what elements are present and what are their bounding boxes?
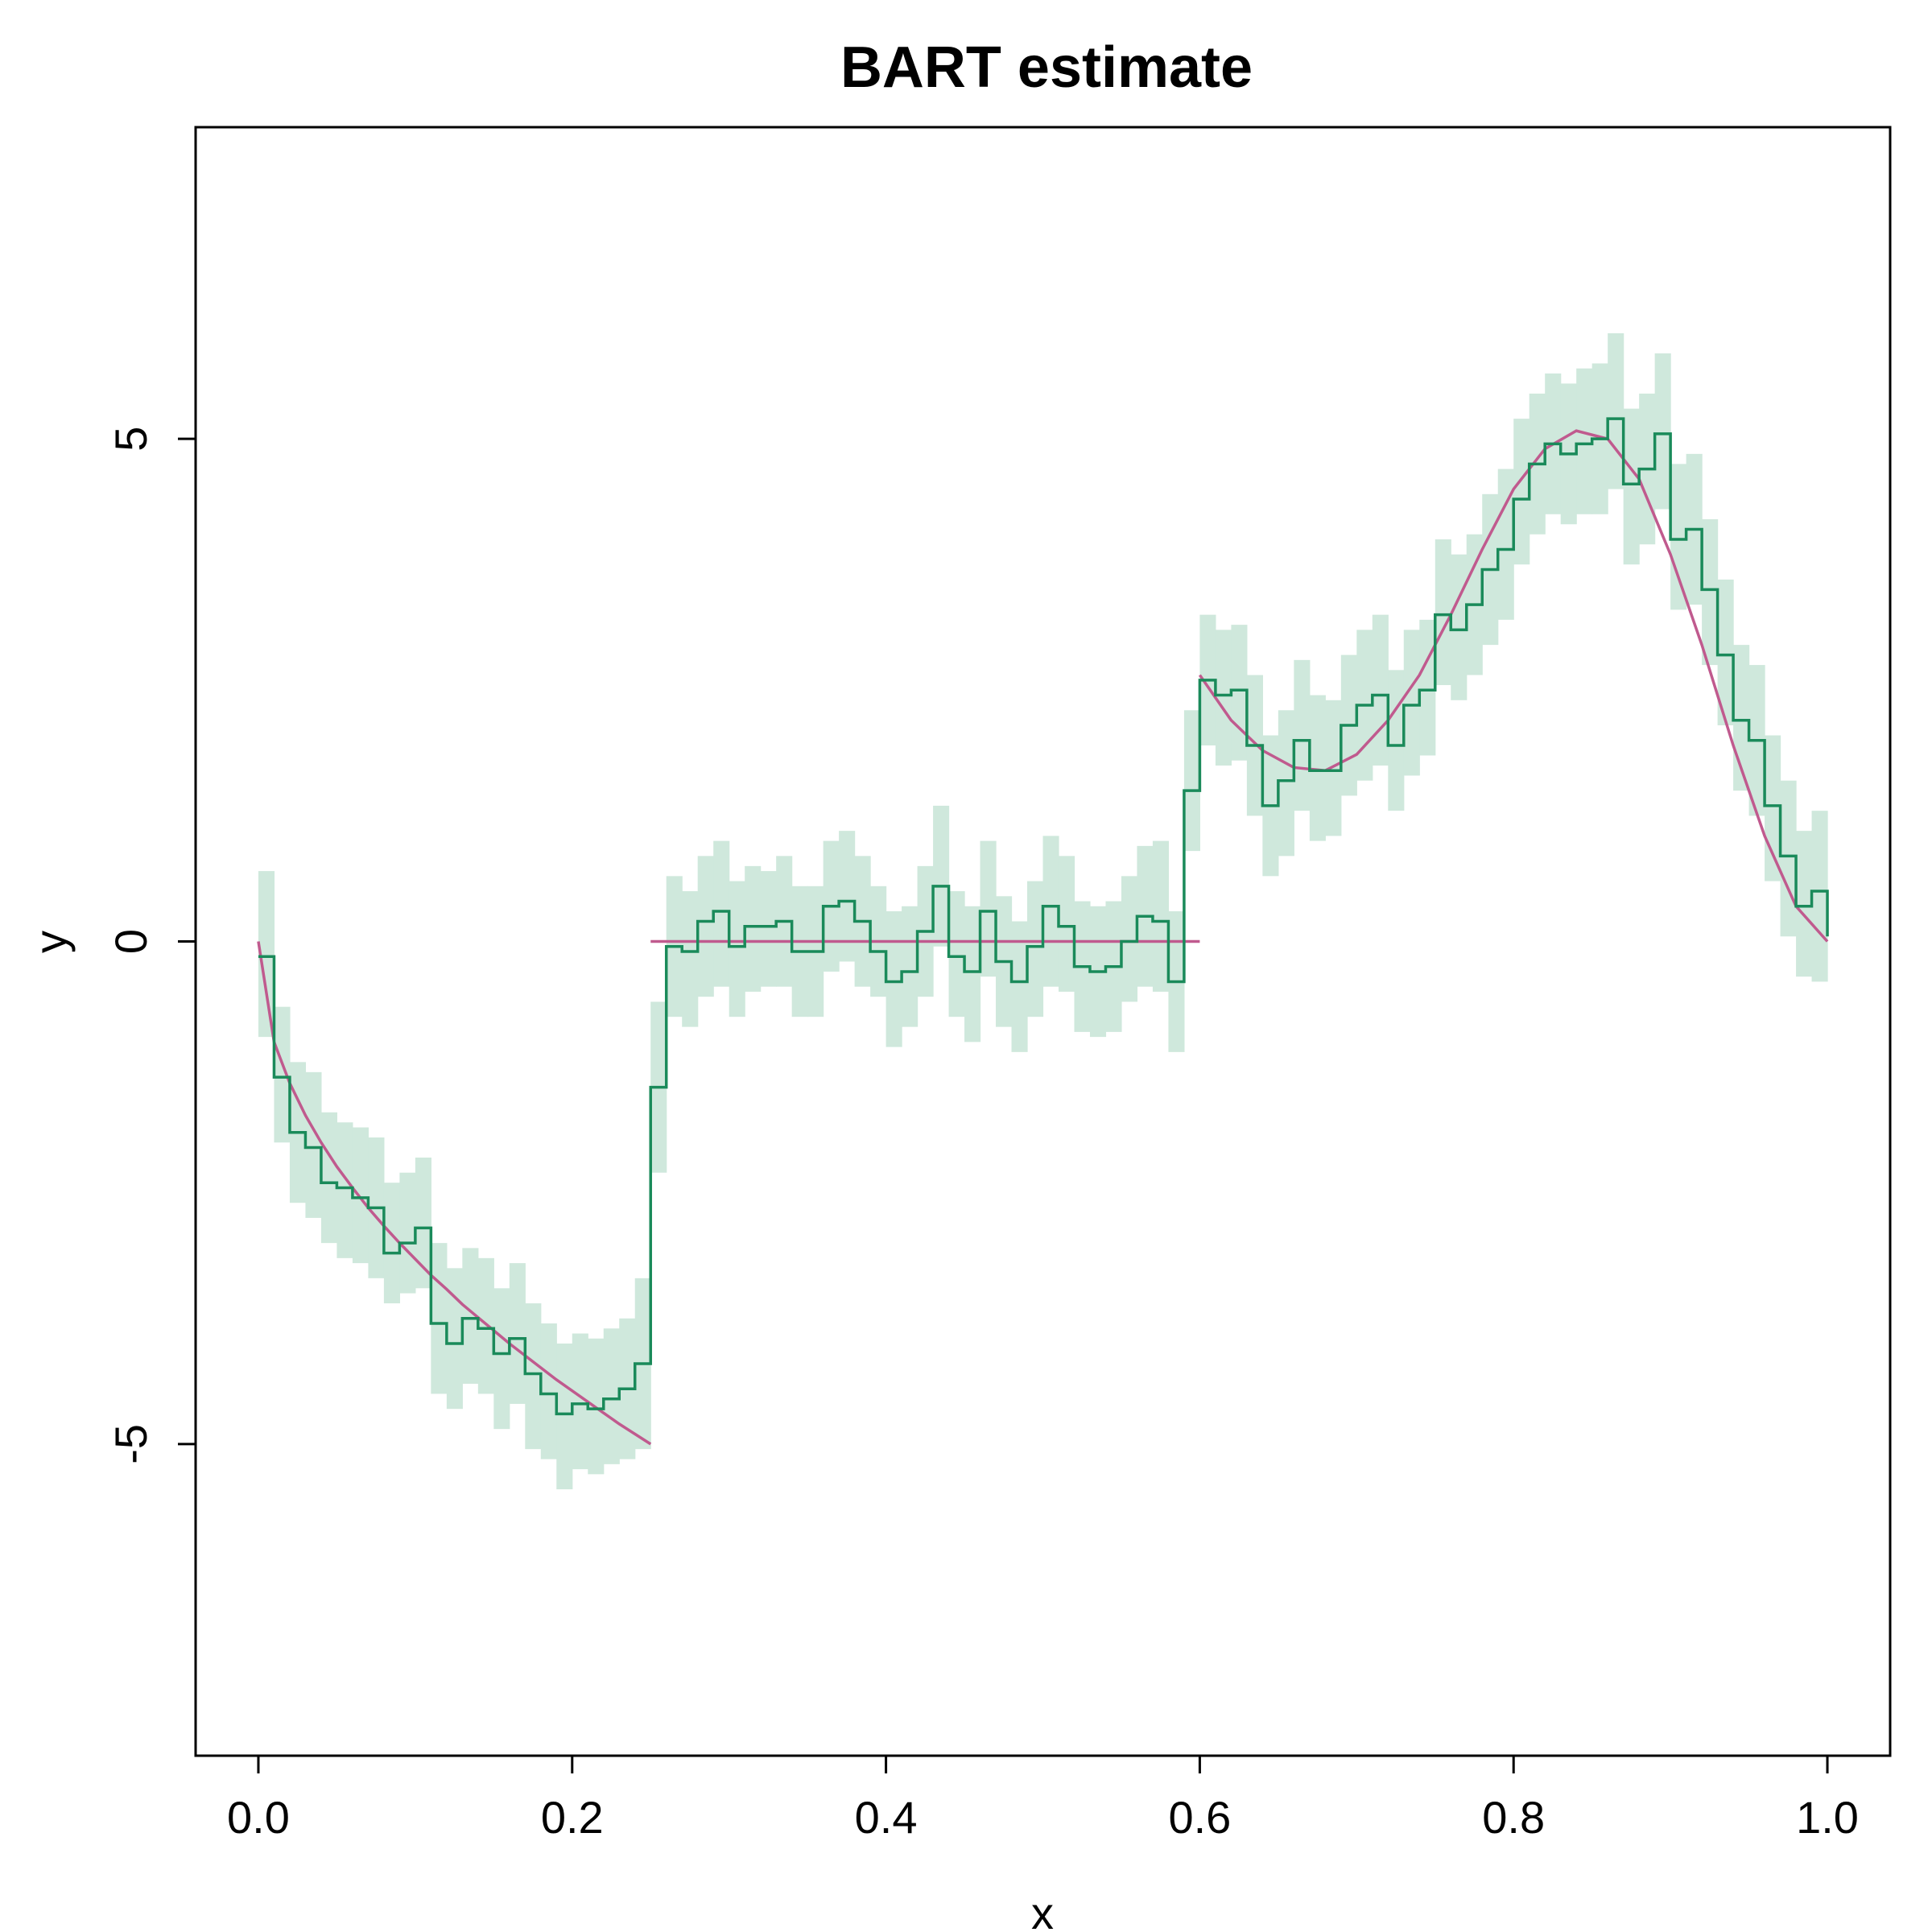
band-segment: [697, 856, 714, 997]
band-segment: [431, 1243, 448, 1394]
band-segment: [1231, 625, 1248, 761]
true-function-segment: [257, 941, 652, 1446]
band-segment: [1058, 856, 1075, 992]
band-segment: [320, 1112, 338, 1244]
band-segment: [1654, 353, 1671, 510]
band-segment: [1042, 836, 1059, 987]
band-segment: [1811, 811, 1828, 982]
band-segment: [1183, 710, 1201, 852]
band-segment: [540, 1323, 557, 1459]
band-segment: [745, 865, 762, 992]
band-segment: [415, 1157, 431, 1289]
band-segment: [1215, 630, 1232, 766]
band-segment: [493, 1288, 510, 1430]
band-segment: [682, 891, 699, 1027]
y-tick-label: -5: [105, 1424, 156, 1464]
band-segment: [1011, 921, 1028, 1052]
bart-estimate: [258, 417, 1829, 1416]
x-tick-label: 0.0: [227, 1792, 290, 1843]
band-segment: [980, 840, 997, 977]
band-segment: [1576, 368, 1593, 514]
band-segment: [572, 1333, 588, 1470]
x-tick-label: 0.8: [1482, 1792, 1545, 1843]
y-tick-label: 5: [105, 427, 156, 452]
band-segment: [1325, 700, 1342, 836]
x-tick-label: 0.4: [855, 1792, 918, 1843]
x-tick-label: 0.6: [1168, 1792, 1231, 1843]
band-segment: [964, 906, 981, 1042]
band-segment: [1294, 659, 1311, 811]
band-segment: [902, 906, 919, 1027]
y-tick-label: 0: [105, 929, 156, 954]
band-segment: [1403, 630, 1420, 776]
true-function-segment: [1198, 429, 1829, 943]
band-segment: [1278, 710, 1294, 857]
band-segment: [336, 1122, 353, 1258]
band-segment: [1796, 831, 1813, 977]
x-tick-label: 0.2: [541, 1792, 604, 1843]
band-segment: [1717, 579, 1734, 726]
band-segment: [760, 871, 777, 987]
band-segment: [1121, 876, 1138, 1002]
band-segment: [1623, 408, 1640, 565]
confidence-band: [258, 332, 1828, 1490]
true-function: [257, 429, 1829, 1446]
x-axis-label: x: [1031, 1888, 1054, 1932]
band-segment: [1513, 419, 1530, 565]
band-segment: [729, 881, 745, 1018]
band-segment: [509, 1263, 526, 1404]
band-segment: [1309, 695, 1326, 841]
band-segment: [1027, 881, 1044, 1018]
band-segment: [1372, 614, 1389, 766]
band-segment: [1388, 670, 1405, 811]
band-segment: [399, 1172, 416, 1294]
band-segment: [1435, 539, 1451, 686]
band-segment: [305, 1071, 322, 1218]
estimate-step-line: [258, 417, 1829, 1416]
y-axis-label: y: [25, 931, 76, 953]
band-segment: [1765, 735, 1781, 881]
band-segment: [713, 840, 730, 987]
band-segment: [948, 891, 965, 1018]
band-segment: [886, 911, 902, 1047]
band-segment: [462, 1248, 479, 1384]
band-segment: [839, 831, 856, 962]
x-axis: 0.0 0.2 0.4 0.6 0.8 1.0: [227, 1754, 1859, 1843]
band-segment: [1670, 464, 1687, 610]
band-segment: [1451, 554, 1468, 700]
band-segment: [1702, 519, 1719, 666]
band-segment: [274, 1006, 291, 1143]
band-segment: [1608, 332, 1624, 489]
x-tick-label: 1.0: [1796, 1792, 1859, 1843]
band-segment: [1780, 780, 1797, 937]
band-segment: [933, 805, 950, 947]
chart-title: BART estimate: [840, 35, 1253, 100]
band-segment: [1419, 619, 1436, 756]
band-segment: [1152, 840, 1170, 992]
band-segment: [525, 1303, 542, 1450]
y-axis: -5 0 5: [105, 427, 197, 1464]
band-segment: [352, 1127, 369, 1264]
band-segment: [603, 1328, 620, 1464]
band-segment: [1497, 469, 1514, 620]
band-segment: [258, 871, 275, 1038]
band-segment: [556, 1344, 573, 1490]
band-segment: [446, 1268, 463, 1410]
band-segment: [383, 1183, 400, 1304]
